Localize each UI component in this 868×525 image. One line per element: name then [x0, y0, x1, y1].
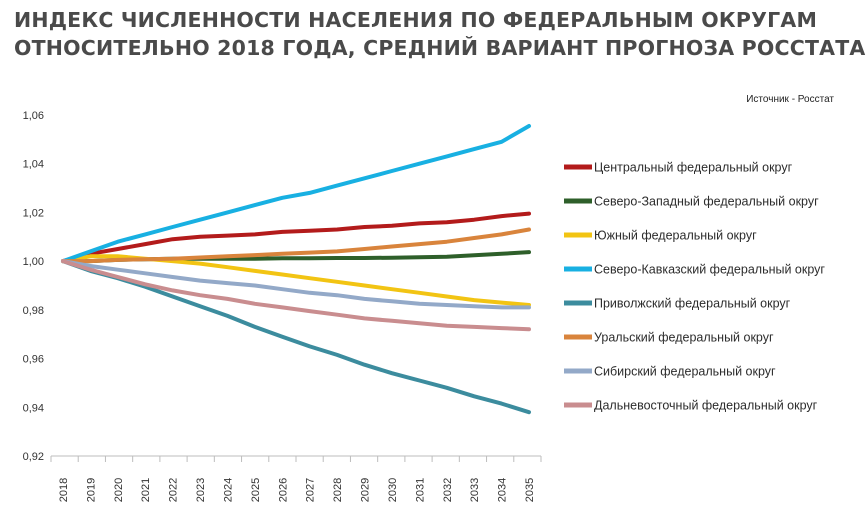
- y-tick-label: 1,06: [23, 110, 44, 122]
- x-tick-label: 2028: [332, 478, 344, 502]
- series-line: [61, 227, 531, 264]
- chart-title-line-1: ИНДЕКС ЧИСЛЕННОСТИ НАСЕЛЕНИЯ ПО ФЕДЕРАЛЬ…: [14, 8, 818, 32]
- y-tick-label: 0,96: [23, 354, 44, 366]
- x-tick-label: 2023: [195, 478, 207, 502]
- legend-label: Приволжский федеральный округ: [594, 297, 791, 311]
- series-line: [61, 124, 531, 264]
- legend-label: Северо-Западный федеральный округ: [594, 195, 819, 209]
- x-tick-label: 2019: [85, 478, 97, 502]
- chart-title: ИНДЕКС ЧИСЛЕННОСТИ НАСЕЛЕНИЯ ПО ФЕДЕРАЛЬ…: [14, 6, 866, 62]
- series-line: [61, 259, 531, 415]
- x-tick-label: 2030: [387, 478, 399, 502]
- x-tick-label: 2035: [524, 478, 536, 502]
- x-tick-label: 2034: [497, 478, 509, 502]
- chart-title-line-2: ОТНОСИТЕЛЬНО 2018 ГОДА, СРЕДНИЙ ВАРИАНТ …: [14, 36, 866, 60]
- x-tick-label: 2021: [140, 478, 152, 502]
- x-tick-label: 2024: [222, 478, 234, 502]
- y-tick-label: 1,02: [23, 207, 44, 219]
- x-tick-label: 2033: [469, 478, 481, 502]
- series-line: [61, 259, 531, 332]
- series-line: [61, 259, 531, 310]
- x-tick-label: 2031: [414, 478, 426, 502]
- x-tick-label: 2020: [113, 478, 125, 502]
- legend-label: Северо-Кавказский федеральный округ: [594, 263, 825, 277]
- x-tick-label: 2018: [58, 478, 70, 502]
- legend-label: Центральный федеральный округ: [594, 161, 793, 175]
- x-tick-label: 2025: [250, 478, 262, 502]
- y-tick-label: 0,98: [23, 305, 44, 317]
- x-tick-label: 2022: [168, 478, 180, 502]
- x-tick-label: 2026: [277, 478, 289, 502]
- legend-label: Уральский федеральный округ: [594, 331, 774, 345]
- series-line: [61, 211, 531, 264]
- y-tick-label: 0,94: [23, 402, 44, 414]
- legend-label: Дальневосточный федеральный округ: [594, 399, 818, 413]
- source-note: Источник - Росстат: [746, 94, 834, 105]
- x-tick-label: 2032: [442, 478, 454, 502]
- legend-label: Сибирский федеральный округ: [594, 365, 776, 379]
- x-tick-label: 2027: [305, 478, 317, 502]
- x-tick-label: 2029: [360, 478, 372, 502]
- y-tick-label: 1,00: [23, 256, 44, 268]
- legend-label: Южный федеральный округ: [594, 229, 757, 243]
- y-tick-label: 0,92: [23, 451, 44, 463]
- y-tick-label: 1,04: [23, 159, 44, 171]
